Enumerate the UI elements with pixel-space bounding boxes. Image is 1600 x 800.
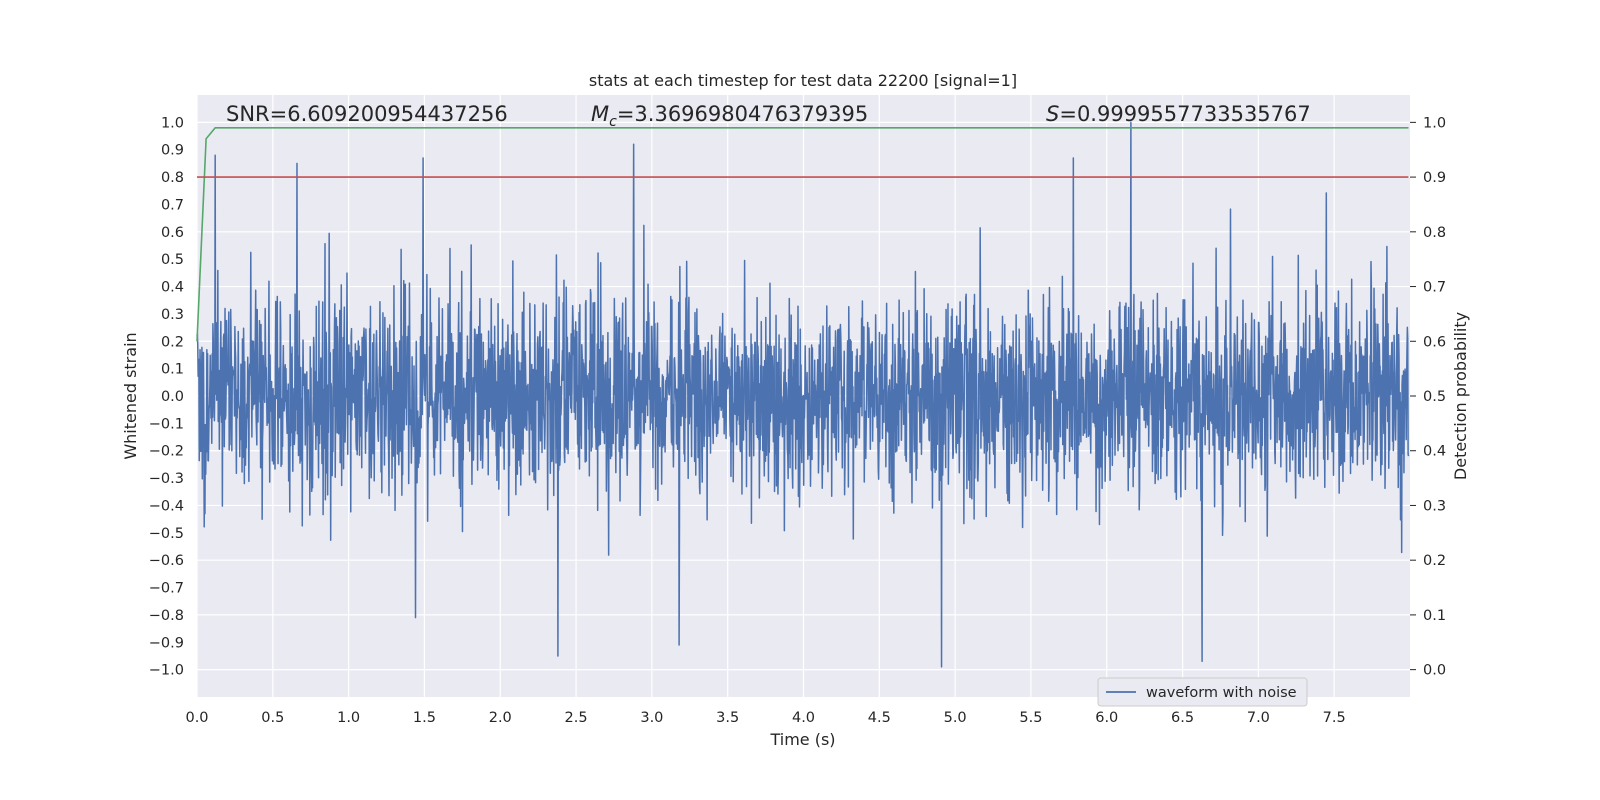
y-tick-label: 0.2 <box>161 334 184 350</box>
y-tick-label: −0.2 <box>149 444 184 460</box>
x-tick-label: 5.5 <box>1019 710 1042 726</box>
legend-box <box>1097 677 1308 707</box>
chirp-mass-annotation: Mc=3.3696980476379395 <box>591 102 868 130</box>
x-tick-label: 0.0 <box>185 710 208 726</box>
x-tick-label: 5.0 <box>944 710 967 726</box>
y2-axis-ticks: 1.0 0.9 0.8 0.7 0.6 0.5 0.4 0.3 0.2 0.1 0.0 <box>1410 115 1446 679</box>
s-symbol: S <box>1046 102 1059 126</box>
y-tick-label: 0.8 <box>161 170 184 186</box>
legend-label: waveform with noise <box>1146 685 1297 701</box>
legend: waveform with noise <box>1097 677 1308 707</box>
detection-probability-line <box>196 127 1409 342</box>
x-tick-label: 6.0 <box>1095 710 1118 726</box>
y2-tick-label: 0.0 <box>1423 663 1446 679</box>
probability-lines <box>196 127 1409 342</box>
y-tick-label: −0.9 <box>149 635 184 651</box>
y-tick-label: 1.0 <box>161 115 184 131</box>
y-tick-label: 0.7 <box>161 197 184 213</box>
x-tick-label: 6.5 <box>1171 710 1194 726</box>
mc-subscript: c <box>609 114 617 130</box>
y-tick-label: 0.4 <box>161 280 184 296</box>
mc-symbol: M <box>591 102 609 126</box>
x-axis-label: Time (s) <box>769 730 835 749</box>
chart-title: stats at each timestep for test data 222… <box>589 71 1017 90</box>
y-tick-label: 0.0 <box>161 389 184 405</box>
y-tick-label: −0.6 <box>149 553 184 569</box>
x-tick-label: 1.0 <box>337 710 360 726</box>
y-tick-label: −0.7 <box>149 581 184 597</box>
x-tick-label: 2.0 <box>489 710 512 726</box>
x-tick-label: 7.0 <box>1247 710 1270 726</box>
y2-tick-label: 0.3 <box>1423 498 1446 514</box>
y2-tick-label: 0.2 <box>1423 553 1446 569</box>
y2-axis-label: Detection probability <box>1451 312 1470 480</box>
y2-tick-label: 0.6 <box>1423 334 1446 350</box>
s-value: =0.9999557733535767 <box>1059 102 1310 126</box>
x-tick-label: 1.5 <box>413 710 436 726</box>
y-axis-ticks: 1.0 0.9 0.8 0.7 0.6 0.5 0.4 0.3 0.2 0.1 0.0 −0.1 −0.… <box>149 115 184 678</box>
waveform-line <box>196 121 1410 668</box>
score-annotation: S=0.9999557733535767 <box>1046 102 1311 126</box>
y-axis-label: Whitened strain <box>121 332 140 459</box>
y-tick-label: −1.0 <box>149 663 184 679</box>
waveform-series <box>196 121 1410 668</box>
x-tick-label: 2.5 <box>565 710 588 726</box>
y2-tick-label: 0.7 <box>1423 280 1446 296</box>
y-tick-label: 0.6 <box>161 225 184 241</box>
y2-tick-label: 0.8 <box>1423 225 1446 241</box>
x-tick-label: 3.0 <box>640 710 663 726</box>
y-tick-label: −0.3 <box>149 471 184 487</box>
y-tick-label: −0.5 <box>149 526 184 542</box>
y2-tick-label: 0.5 <box>1423 389 1446 405</box>
y-tick-label: 0.3 <box>161 307 184 323</box>
x-axis-ticks: 0.0 0.5 1.0 1.5 2.0 2.5 3.0 3.5 4.0 4.5 5.0 5.5 6.0 6… <box>185 710 1345 726</box>
y-tick-label: −0.8 <box>149 608 184 624</box>
x-tick-label: 3.5 <box>716 710 739 726</box>
y2-tick-label: 0.9 <box>1423 170 1446 186</box>
x-tick-label: 4.0 <box>792 710 815 726</box>
snr-annotation: SNR=6.609200954437256 <box>226 102 508 126</box>
x-tick-label: 7.5 <box>1323 710 1346 726</box>
y2-tick-label: 0.4 <box>1423 444 1446 460</box>
x-tick-label: 4.5 <box>868 710 891 726</box>
y-tick-label: 0.9 <box>161 143 184 159</box>
y2-tick-label: 1.0 <box>1423 115 1446 131</box>
x-tick-label: 0.5 <box>261 710 284 726</box>
mc-value: =3.3696980476379395 <box>617 102 868 126</box>
y2-tick-label: 0.1 <box>1423 608 1446 624</box>
y-tick-label: 0.5 <box>161 252 184 268</box>
y-tick-label: −0.1 <box>149 416 184 432</box>
y-tick-label: 0.1 <box>161 362 184 378</box>
y-tick-label: −0.4 <box>149 498 184 514</box>
